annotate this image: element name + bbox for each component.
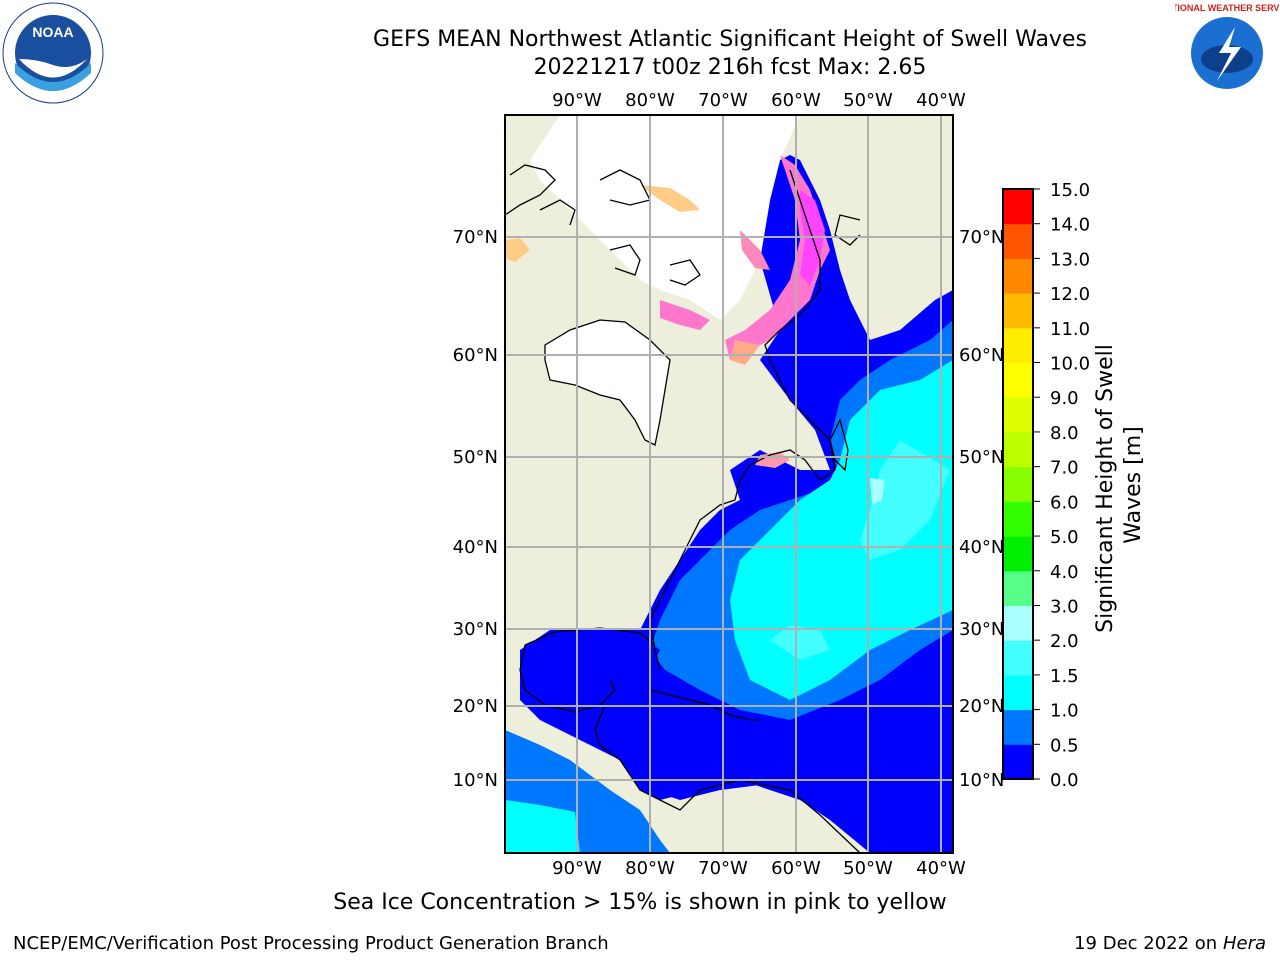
lat-label: 20°N [453, 696, 498, 717]
lat-label: 70°N [959, 227, 1004, 248]
lat-labels-left: 70°N 60°N 50°N 40°N 30°N 20°N 10°N [453, 227, 498, 791]
colorbar-segment [1003, 570, 1033, 606]
colorbar-segment [1003, 674, 1033, 711]
lon-label: 60°W [771, 858, 821, 879]
colorbar-tick-label: 5.0 [1050, 527, 1079, 548]
lat-label: 10°N [453, 770, 498, 791]
arctic-ice-region [530, 115, 800, 320]
colorbar-segment [1003, 605, 1033, 641]
lon-labels-top: 90°W 80°W 70°W 60°W 50°W 40°W [552, 90, 966, 111]
caribbean-sea [600, 710, 820, 800]
colorbar-segment [1003, 744, 1033, 780]
colorbar-tick-label: 2.0 [1050, 631, 1079, 652]
sea-ice-note: Sea Ice Concentration > 15% is shown in … [333, 890, 947, 915]
colorbar-tick-label: 1.0 [1050, 701, 1079, 722]
colorbar-segment [1003, 397, 1033, 433]
colorbar-tick-label: 1.5 [1050, 666, 1079, 687]
lon-label: 50°W [843, 90, 893, 111]
footer-machine: Hera [1222, 933, 1266, 954]
lon-labels-bottom: 90°W 80°W 70°W 60°W 50°W 40°W [552, 858, 966, 879]
svg-text:NATIONAL WEATHER SERVICE: NATIONAL WEATHER SERVICE [1175, 3, 1279, 13]
colorbar-segment [1003, 431, 1033, 468]
colorbar-segment [1003, 327, 1033, 364]
lat-label: 50°N [959, 447, 1004, 468]
colorbar-label-line2: Waves [m] [1121, 426, 1146, 543]
chart-subtitle: 20221217 t00z 216h fcst Max: 2.65 [533, 55, 927, 80]
lon-label: 70°W [698, 90, 748, 111]
gulf-st-lawrence [760, 460, 800, 492]
colorbar-ticks: 0.0 0.5 1.0 1.5 2.0 3.0 4.0 5.0 6.0 7.0 8.0 9.0 10.0… [1033, 180, 1090, 791]
map-frame [504, 114, 954, 854]
lon-label: 80°W [625, 858, 675, 879]
lat-label: 30°N [959, 619, 1004, 640]
lat-label: 50°N [453, 447, 498, 468]
colorbar-tick-label: 6.0 [1050, 492, 1079, 513]
colorbar-tick-label: 8.0 [1050, 423, 1079, 444]
colorbar-frame [1002, 188, 1034, 780]
lat-label: 10°N [959, 770, 1004, 791]
colorbar-segment [1003, 709, 1033, 745]
lat-label: 30°N [453, 619, 498, 640]
colorbar-tick-label: 3.0 [1050, 596, 1079, 617]
colorbar-segment [1003, 258, 1033, 294]
colorbar-segment [1003, 501, 1033, 537]
graticule [505, 115, 953, 853]
lon-label: 60°W [771, 90, 821, 111]
noaa-logo: NOAA [2, 2, 104, 104]
colorbar-segment [1003, 362, 1033, 398]
lon-label: 40°W [916, 90, 966, 111]
lon-label: 40°W [916, 858, 966, 879]
colorbar-segment [1003, 223, 1033, 259]
colorbar-segment [1003, 466, 1033, 502]
lon-label: 70°W [698, 858, 748, 879]
colorbar-tick-label: 0.5 [1050, 735, 1079, 756]
colorbar-segment [1003, 536, 1033, 572]
lon-label: 90°W [552, 90, 602, 111]
colorbar-segment [1003, 189, 1033, 225]
lon-label: 80°W [625, 90, 675, 111]
footer-date: 19 Dec 2022 on Hera [1074, 933, 1266, 954]
colorbar-tick-label: 4.0 [1050, 562, 1079, 583]
colorbar-segment [1003, 640, 1033, 676]
nws-logo: NATIONAL WEATHER SERVICE [1175, 3, 1279, 103]
colorbar-tick-label: 13.0 [1050, 249, 1090, 270]
colorbar-tick-label: 9.0 [1050, 388, 1079, 409]
colorbar-tick-label: 7.0 [1050, 458, 1079, 479]
footer-date-text: 19 Dec 2022 on [1074, 933, 1218, 954]
map-area [505, 115, 953, 853]
ocean-swell-2-5m [870, 478, 885, 505]
colorbar-tick-label: 15.0 [1050, 180, 1090, 201]
lon-label: 90°W [552, 858, 602, 879]
chart-title: GEFS MEAN Northwest Atlantic Significant… [373, 27, 1087, 52]
colorbar-tick-label: 11.0 [1050, 319, 1090, 340]
svg-text:Significant Height of Swell: Significant Height of Swell Waves [m] [1093, 337, 1146, 633]
lat-label: 60°N [453, 345, 498, 366]
colorbar-label-line1: Significant Height of Swell [1093, 344, 1118, 633]
lat-label: 40°N [453, 537, 498, 558]
lon-label: 50°W [843, 858, 893, 879]
colorbar-tick-label: 0.0 [1050, 770, 1079, 791]
lat-label: 20°N [959, 696, 1004, 717]
gulf-of-mexico [525, 628, 660, 710]
footer-credit: NCEP/EMC/Verification Post Processing Pr… [13, 933, 609, 954]
colorbar [1002, 188, 1034, 780]
lat-label: 60°N [959, 345, 1004, 366]
lat-label: 70°N [453, 227, 498, 248]
colorbar-segment [1003, 293, 1033, 329]
lat-label: 40°N [959, 537, 1004, 558]
colorbar-tick-label: 10.0 [1050, 354, 1090, 375]
colorbar-tick-label: 14.0 [1050, 215, 1090, 236]
colorbar-tick-label: 12.0 [1050, 284, 1090, 305]
noaa-logo-text: NOAA [32, 24, 73, 40]
lat-labels-right: 70°N 60°N 50°N 40°N 30°N 20°N 10°N [959, 227, 1004, 791]
pacific-swell-high [505, 800, 580, 853]
ocean-swell-2m [770, 440, 950, 660]
